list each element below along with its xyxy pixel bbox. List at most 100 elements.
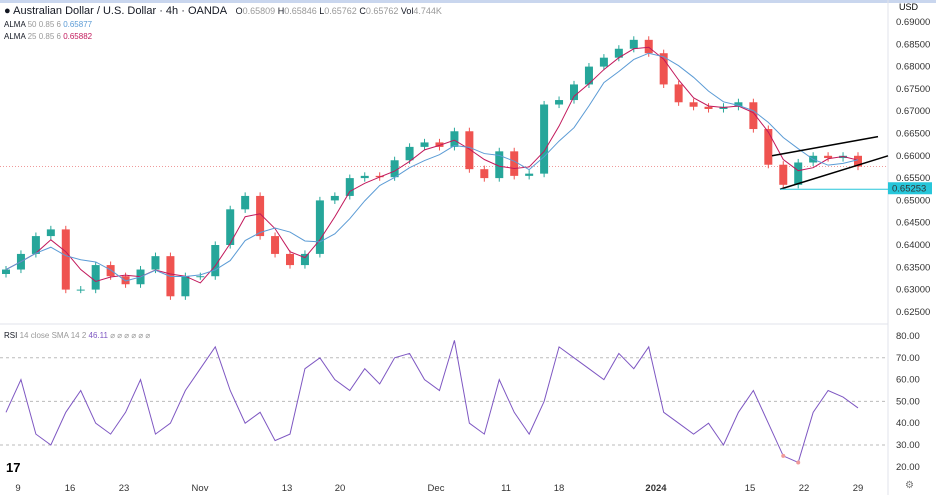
rsi-tick-label: 60.00: [896, 375, 920, 386]
time-tick-label: 22: [799, 483, 810, 494]
rsi-legend[interactable]: RSI 14 close SMA 14 2 46.11 ⌀ ⌀ ⌀ ⌀ ⌀ ⌀: [4, 331, 151, 340]
candle-body: [390, 160, 399, 178]
time-tick-label: 11: [501, 483, 511, 494]
price-tick-label: 0.63000: [896, 285, 930, 296]
candle-body: [196, 276, 205, 278]
time-tick-label: 29: [853, 483, 864, 494]
candle-body: [345, 178, 354, 196]
symbol-title[interactable]: Australian Dollar / U.S. Dollar · 4h · O…: [13, 5, 227, 17]
candle-body: [659, 53, 668, 85]
candle-body: [151, 256, 160, 270]
candle-body: [824, 155, 833, 159]
candle-body: [674, 84, 683, 103]
time-tick-label: Dec: [428, 483, 445, 494]
candle-body: [241, 195, 250, 210]
last-price-tag: [888, 182, 932, 195]
candle-body: [570, 84, 578, 101]
candle-body: [256, 195, 265, 237]
rsi-tick-label: 30.00: [896, 440, 920, 451]
rsi-oversold-marker: [796, 460, 801, 465]
candle-body: [315, 200, 324, 254]
price-tick-label: 0.67500: [896, 84, 930, 95]
rsi-tick-label: 70.00: [896, 353, 920, 364]
price-tick-label: 0.66500: [896, 129, 930, 140]
candle-body: [854, 155, 862, 167]
high-value: 0.65846: [284, 6, 317, 16]
candle-body: [330, 195, 339, 201]
time-tick-label: 20: [335, 483, 346, 494]
price-tick-label: 0.65500: [896, 173, 930, 184]
rsi-tick-label: 20.00: [896, 462, 920, 473]
alma-25-line: [5, 46, 859, 284]
candle-body: [749, 102, 758, 130]
candle-body: [689, 102, 698, 107]
candle-body: [76, 289, 85, 291]
candle-body: [286, 253, 294, 266]
alma-50-line: [5, 52, 859, 282]
rsi-line: [5, 340, 859, 464]
candle-body: [510, 151, 519, 176]
chart-header: ● Australian Dollar / U.S. Dollar · 4h ·…: [4, 5, 442, 17]
candle-body: [644, 39, 653, 54]
time-tick-label: 18: [554, 483, 565, 494]
wedge-upper-trendline: [771, 135, 879, 157]
candle-body: [525, 173, 534, 176]
rsi-tick-label: 80.00: [896, 331, 920, 342]
settings-gear-icon[interactable]: ⚙: [905, 480, 914, 491]
wedge-lower-trendline: [779, 155, 889, 190]
price-tick-label: 0.64000: [896, 240, 930, 251]
candle-body: [211, 245, 220, 277]
time-tick-label: 9: [15, 483, 20, 494]
candle-body: [405, 146, 414, 161]
candle-body: [599, 57, 608, 67]
price-tick-label: 0.63500: [896, 262, 930, 273]
price-tick-label: 0.68500: [896, 39, 930, 50]
candle-body: [540, 104, 549, 174]
rsi-oversold-marker: [781, 453, 786, 458]
candle-body: [495, 151, 504, 179]
time-tick-label: 23: [119, 483, 130, 494]
candle-body: [584, 66, 593, 85]
candle-body: [629, 39, 638, 49]
currency-label: USD: [898, 2, 918, 12]
candle-body: [61, 229, 70, 290]
candle-body: [271, 236, 280, 254]
candle-body: [420, 142, 429, 147]
rsi-tick-label: 40.00: [896, 418, 920, 429]
candle-body: [764, 129, 773, 165]
candle-body: [450, 131, 459, 147]
candle-body: [704, 106, 713, 109]
candle-body: [2, 269, 10, 274]
last-price-tag-label: 0.65253: [892, 183, 926, 194]
time-tick-label: 2024: [645, 483, 667, 494]
candle-body: [121, 276, 130, 285]
candle-body: [614, 48, 623, 58]
candle-body: [181, 276, 190, 297]
price-tick-label: 0.68000: [896, 62, 930, 73]
tradingview-logo: 17: [6, 460, 21, 475]
price-tick-label: 0.66000: [896, 151, 930, 162]
time-tick-label: 16: [65, 483, 76, 494]
candle-body: [465, 131, 474, 170]
candle-body: [794, 162, 803, 185]
candle-body: [226, 209, 235, 245]
price-tick-label: 0.65000: [896, 195, 930, 206]
price-tick-label: 0.62500: [896, 307, 930, 318]
candle-body: [435, 142, 444, 147]
candle-body: [46, 229, 55, 237]
indicator-alma-50[interactable]: ALMA 50 0.85 6 0.65877: [4, 20, 93, 29]
candle-body: [480, 169, 489, 179]
time-tick-label: 15: [745, 483, 756, 494]
candle-body: [734, 102, 743, 107]
candle-body: [106, 265, 115, 277]
candle-body: [555, 100, 564, 105]
price-tick-label: 0.67000: [896, 106, 930, 117]
volume-value: 4.744K: [413, 6, 442, 16]
time-tick-label: Nov: [192, 483, 209, 494]
open-value: 0.65809: [242, 6, 276, 16]
rsi-tick-label: 50.00: [896, 396, 920, 407]
candle-body: [300, 253, 309, 266]
time-tick-label: 13: [282, 483, 293, 494]
indicator-alma-25[interactable]: ALMA 25 0.85 6 0.65882: [4, 32, 93, 41]
